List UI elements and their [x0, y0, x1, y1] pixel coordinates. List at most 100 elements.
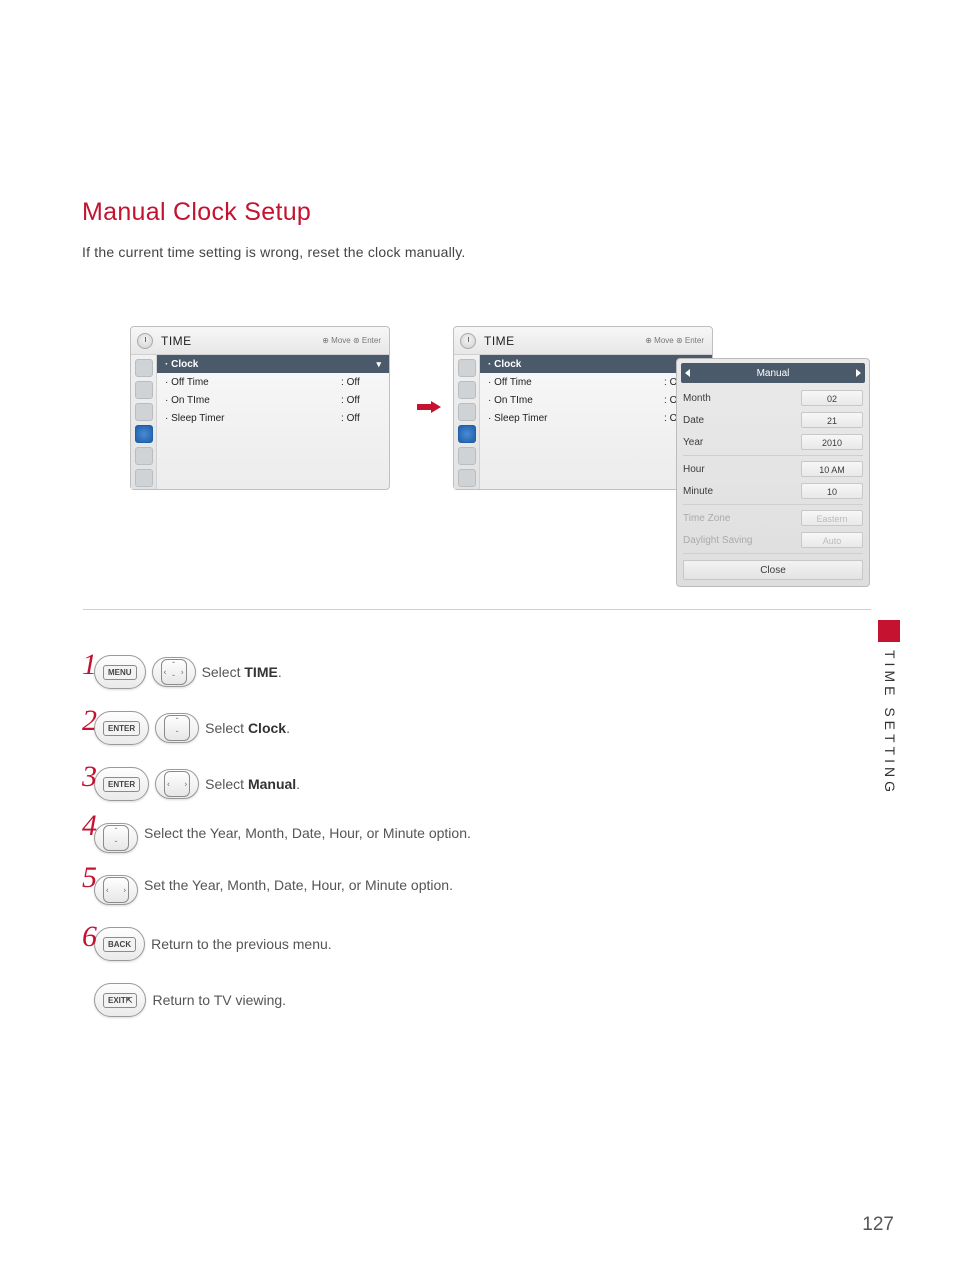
manual-value: 10 AM — [801, 461, 863, 477]
side-icon — [135, 359, 153, 377]
manual-value: 10 — [801, 483, 863, 499]
step-text: Return to the previous menu. — [151, 936, 332, 952]
side-icon — [135, 447, 153, 465]
step-number: 4 — [82, 809, 104, 843]
side-icon — [135, 469, 153, 487]
osd-row-clock[interactable]: · Clock ▾ — [157, 355, 389, 373]
step-number: 6 — [82, 920, 104, 954]
key-label: EXIT⇱ — [103, 993, 137, 1008]
manual-row[interactable]: Month02 — [677, 387, 869, 409]
manual-value: 02 — [801, 390, 863, 406]
page-title: Manual Clock Setup — [82, 198, 311, 227]
step-2: 2 ENTER ˆˇ Select Clock. — [82, 711, 642, 745]
step-text: Set the Year, Month, Date, Hour, or Minu… — [144, 875, 453, 895]
osd-row-label: Off Time — [494, 377, 532, 388]
dpad-icon: ‹› — [164, 771, 190, 797]
left-triangle-icon — [685, 369, 690, 377]
step-text: Select TIME. — [202, 664, 282, 680]
osd-header: TIME ⊕ Move ⊛ Enter — [131, 327, 389, 355]
dpad-button: ‹›ˆˇ — [152, 657, 196, 687]
clock-icon — [137, 333, 153, 349]
side-icon — [458, 469, 476, 487]
step-5: 5 ‹› Set the Year, Month, Date, Hour, or… — [82, 875, 642, 905]
manual-label: Date — [683, 415, 801, 426]
side-icon — [135, 403, 153, 421]
osd-hint: ⊕ Move ⊛ Enter — [322, 336, 381, 345]
close-button[interactable]: Close — [683, 560, 863, 580]
manual-row[interactable]: Year2010 — [677, 431, 869, 453]
osd-row[interactable]: · Off Time : Off — [157, 373, 389, 391]
manual-value: 2010 — [801, 434, 863, 450]
screenshot-area: TIME ⊕ Move ⊛ Enter · Clock ▾ · Off Time — [83, 310, 871, 610]
step-number: 1 — [82, 648, 104, 682]
arrow-icon — [417, 400, 441, 412]
right-triangle-icon — [856, 369, 861, 377]
key-label: ENTER — [103, 777, 140, 792]
osd-row-label: Clock — [494, 359, 521, 370]
section-tab-label: TIME SETTING — [882, 650, 898, 796]
manual-value: Auto — [801, 532, 863, 548]
osd-hint: ⊕ Move ⊛ Enter — [645, 336, 704, 345]
manual-label: Time Zone — [683, 513, 801, 524]
intro-text: If the current time setting is wrong, re… — [82, 244, 466, 260]
manual-row[interactable]: Minute10 — [677, 480, 869, 502]
osd-list: · Clock ▾ · Off Time : Off · On TIme : O… — [157, 355, 389, 489]
page-number: 127 — [862, 1214, 894, 1236]
manual-row-disabled: Daylight SavingAuto — [677, 529, 869, 551]
key-label: MENU — [103, 665, 137, 680]
osd-row[interactable]: · Sleep Timer : Off — [157, 409, 389, 427]
osd-time-panel-left: TIME ⊕ Move ⊛ Enter · Clock ▾ · Off Time — [130, 326, 390, 490]
side-icon — [135, 425, 153, 443]
key-label: ENTER — [103, 721, 140, 736]
manual-header-label: Manual — [757, 368, 790, 379]
osd-row-value: Off — [347, 377, 360, 388]
side-icon — [458, 381, 476, 399]
manual-settings-panel: Manual Month02 Date21 Year2010 Hour10 AM… — [676, 358, 870, 587]
step-text: Select Manual. — [205, 776, 300, 792]
dpad-icon: ‹›ˆˇ — [161, 659, 187, 685]
side-icon — [458, 403, 476, 421]
manual-label: Minute — [683, 486, 801, 497]
step-1: 1 MENU ‹›ˆˇ Select TIME. — [82, 655, 642, 689]
step-number: 3 — [82, 760, 104, 794]
osd-row-value: Off — [347, 395, 360, 406]
osd-row-label: Off Time — [171, 377, 209, 388]
osd-row-label: On TIme — [171, 395, 210, 406]
manual-value: Eastern — [801, 510, 863, 526]
step-text: Select the Year, Month, Date, Hour, or M… — [144, 823, 471, 843]
step-text: Return to TV viewing. — [152, 992, 286, 1008]
manual-row[interactable]: Hour10 AM — [677, 458, 869, 480]
osd-row-label: Sleep Timer — [494, 413, 547, 424]
manual-label: Daylight Saving — [683, 535, 801, 546]
osd-title: TIME — [484, 334, 515, 348]
dpad-icon: ˆˇ — [103, 825, 129, 851]
dpad-button: ˆˇ — [155, 713, 199, 743]
osd-row-label: On TIme — [494, 395, 533, 406]
dpad-icon: ˆˇ — [164, 715, 190, 741]
osd-side-icons — [131, 355, 157, 489]
side-icon — [458, 447, 476, 465]
clock-icon — [460, 333, 476, 349]
osd-title: TIME — [161, 334, 192, 348]
step-number: 2 — [82, 704, 104, 738]
manual-header[interactable]: Manual — [681, 363, 865, 383]
side-icon — [458, 425, 476, 443]
step-text: Select Clock. — [205, 720, 290, 736]
manual-row[interactable]: Date21 — [677, 409, 869, 431]
step-6: 6 BACK Return to the previous menu. — [82, 927, 642, 961]
manual-label: Month — [683, 393, 801, 404]
step-4: 4 ˆˇ Select the Year, Month, Date, Hour,… — [82, 823, 642, 853]
exit-button: EXIT⇱ — [94, 983, 146, 1017]
side-icon — [458, 359, 476, 377]
manual-label: Year — [683, 437, 801, 448]
row-caret-icon: ▾ — [376, 359, 381, 370]
manual-label: Hour — [683, 464, 801, 475]
osd-row[interactable]: · On TIme : Off — [157, 391, 389, 409]
dpad-button: ‹› — [155, 769, 199, 799]
step-7: 7 EXIT⇱ Return to TV viewing. — [82, 983, 642, 1017]
osd-time-panel-right: TIME ⊕ Move ⊛ Enter · Clock · Off Time :… — [453, 326, 713, 490]
osd-side-icons — [454, 355, 480, 489]
step-3: 3 ENTER ‹› Select Manual. — [82, 767, 642, 801]
side-icon — [135, 381, 153, 399]
osd-header: TIME ⊕ Move ⊛ Enter — [454, 327, 712, 355]
